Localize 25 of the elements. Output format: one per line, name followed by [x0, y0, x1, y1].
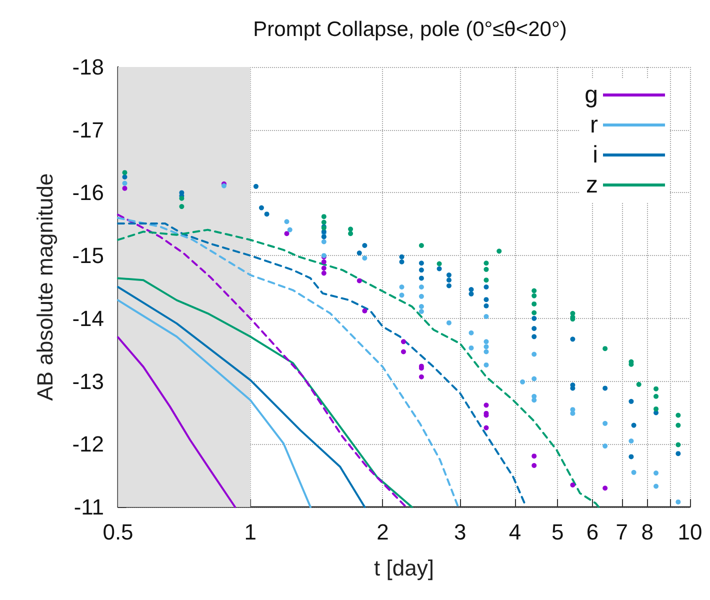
y-tick-label: -18 — [72, 54, 104, 80]
x-axis-title: t [day] — [374, 556, 434, 580]
legend-label: r — [590, 112, 598, 138]
y-tick-label: -11 — [74, 494, 104, 520]
legend-label: g — [584, 82, 598, 108]
y-tick-label: -12 — [72, 432, 104, 457]
y-axis-title: AB absolute magnitude — [32, 173, 58, 401]
x-tick-label: 2 — [376, 520, 389, 544]
legend-label: z — [586, 172, 598, 198]
x-tick-label: 4 — [508, 520, 522, 544]
y-tick-label: -13 — [72, 368, 104, 394]
chart-title: Prompt Collapse, pole (0°≤θ<20°) — [253, 18, 567, 41]
x-tick-label: 3 — [454, 520, 466, 544]
x-tick-label: 7 — [616, 520, 628, 544]
x-tick-label: 10 — [678, 520, 702, 544]
y-tick-label: -17 — [72, 117, 104, 142]
x-tick-label: 5 — [552, 520, 564, 544]
x-tick-label: 6 — [586, 520, 599, 544]
y-tick-label: -16 — [72, 180, 104, 206]
y-tick-label: -14 — [72, 306, 104, 331]
x-tick-label: 0.5 — [102, 520, 134, 544]
x-tick-label: 8 — [641, 520, 654, 544]
y-tick-label: -15 — [72, 243, 104, 268]
x-tick-label: 1 — [244, 520, 256, 544]
legend-label: i — [592, 142, 598, 168]
